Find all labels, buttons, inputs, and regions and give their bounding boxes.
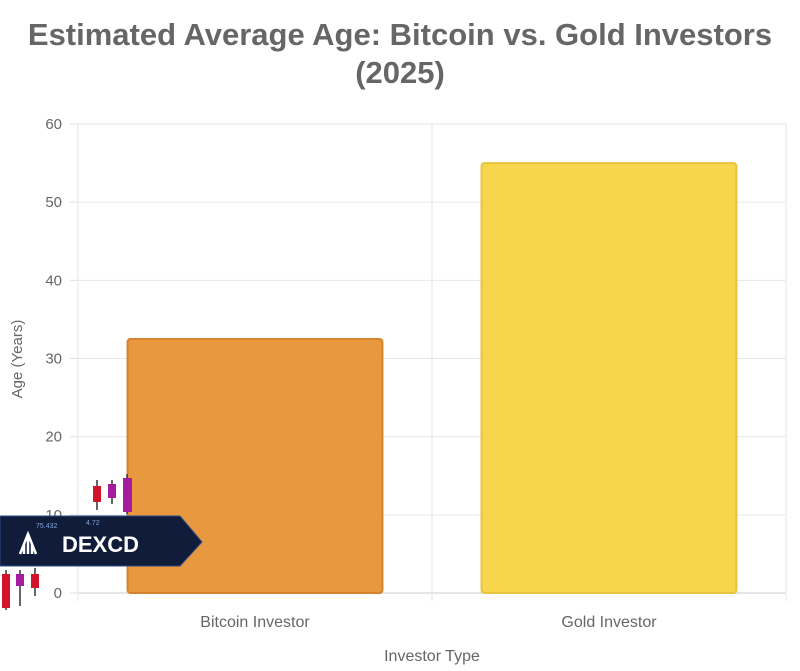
y-tick-label: 20 bbox=[45, 429, 62, 446]
y-tick-label: 60 bbox=[45, 116, 62, 133]
y-tick-label: 50 bbox=[45, 194, 62, 211]
y-tick-label: 30 bbox=[45, 351, 62, 368]
x-tick-label: Bitcoin Investor bbox=[200, 614, 310, 631]
x-axis-label: Investor Type bbox=[384, 648, 480, 665]
dexcd-watermark-logo: 75.432 4.72 DEXCD bbox=[0, 474, 203, 610]
y-tick-label: 0 bbox=[54, 585, 62, 602]
ticker-value-2: 4.72 bbox=[86, 520, 100, 527]
ticker-value-1: 75.432 bbox=[36, 523, 58, 530]
chart-title-line2: (2025) bbox=[355, 55, 445, 90]
bar bbox=[480, 162, 738, 594]
y-tick-label: 40 bbox=[45, 272, 62, 289]
chart-title-line1: Estimated Average Age: Bitcoin vs. Gold … bbox=[27, 17, 773, 52]
watermark-label: DEXCD bbox=[62, 532, 139, 557]
y-axis-label: Age (Years) bbox=[9, 320, 26, 399]
chart-title: Estimated Average Age: Bitcoin vs. Gold … bbox=[0, 16, 800, 92]
x-tick-label: Gold Investor bbox=[561, 614, 657, 631]
x-tick-labels: Bitcoin Investor Gold Investor bbox=[200, 614, 657, 631]
dexcd-emblem-icon bbox=[18, 530, 38, 555]
